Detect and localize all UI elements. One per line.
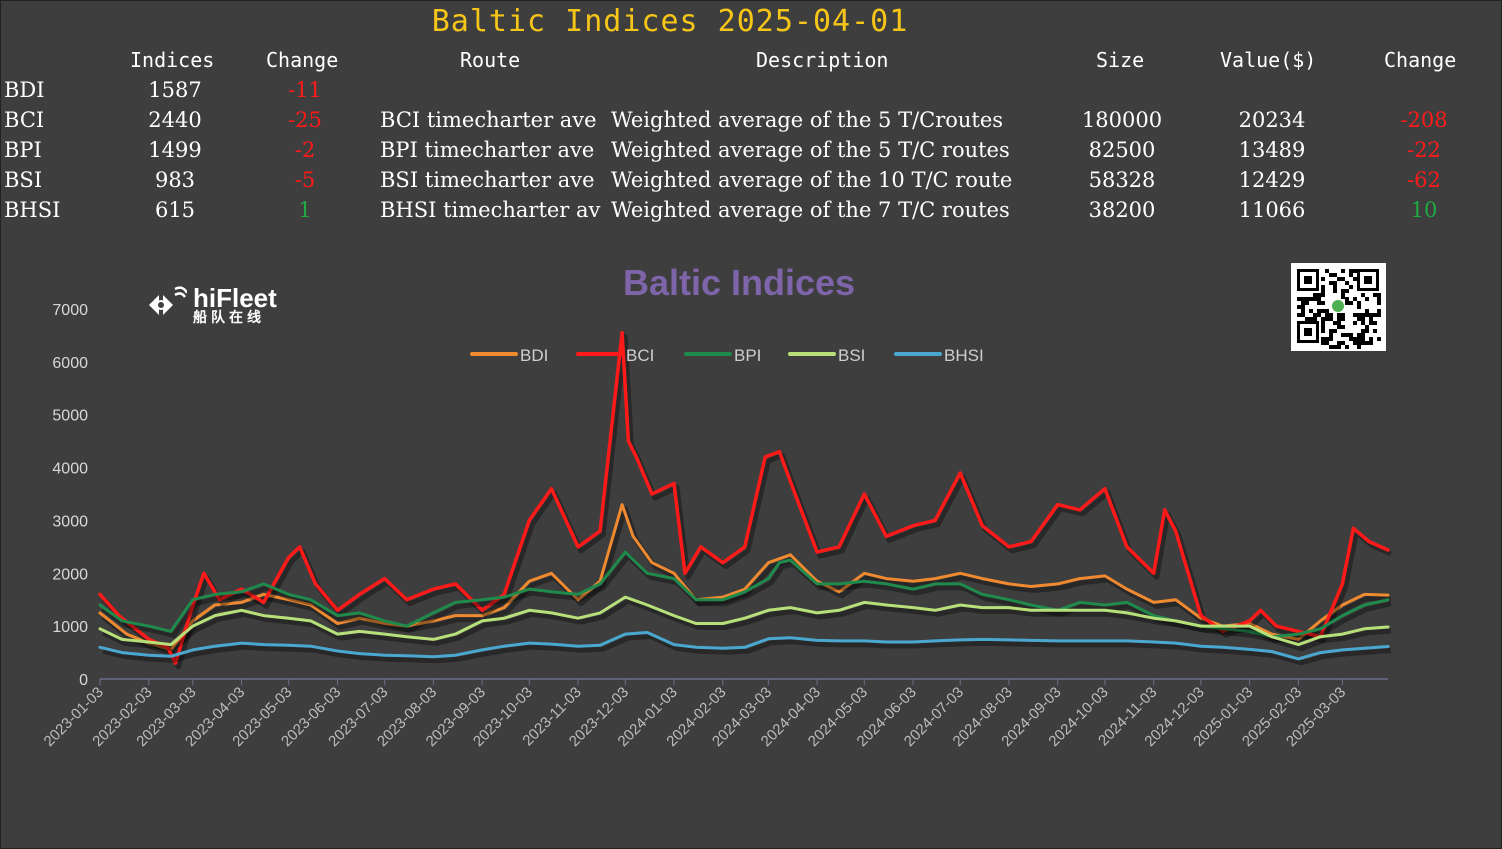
legend-label-bpi: BPI	[734, 346, 761, 365]
y-tick-label: 2000	[52, 566, 88, 583]
legend-label-bsi: BSI	[838, 346, 865, 365]
col-header-indices: Indices	[130, 48, 215, 72]
table-cell-bsi-route: BSI timecharter ave	[380, 168, 595, 192]
table-cell-bsi-description: Weighted average of the 10 T/C route	[611, 168, 1013, 192]
table-cell-bpi-value: 13489	[1238, 138, 1306, 162]
table-cell-bhsi-value-change: 10	[1410, 198, 1438, 222]
table-cell-bci-route: BCI timecharter ave	[380, 108, 597, 132]
table-cell-bsi-index: 983	[154, 168, 196, 192]
table-cell-bci-size: 180000	[1081, 108, 1163, 132]
logo-sub: 船队在线	[193, 309, 265, 325]
table-cell-bpi-change: -2	[294, 138, 316, 162]
table-cell-bhsi-index: 615	[154, 198, 196, 222]
col-header-size: Size	[1096, 48, 1145, 72]
col-header-description: Description	[756, 48, 889, 72]
legend-label-bci: BCI	[626, 346, 654, 365]
table-cell-bdi-index: 1587	[148, 78, 202, 102]
table-cell-bhsi-size: 38200	[1088, 198, 1156, 222]
series-shadow-bdi	[101, 506, 1392, 657]
table-cell-bhsi-name: BHSI	[4, 198, 61, 222]
series-line-bdi	[98, 503, 1390, 652]
table-cell-bsi-value: 12429	[1238, 168, 1306, 192]
table-cell-bci-name: BCI	[4, 108, 45, 132]
y-tick-label: 4000	[52, 461, 88, 478]
table-cell-bhsi-change: 1	[298, 198, 312, 222]
table-cell-bpi-route: BPI timecharter ave	[380, 138, 595, 162]
logo-brand: hiFleet	[193, 283, 277, 313]
table-cell-bpi-index: 1499	[148, 138, 202, 162]
table-cell-bsi-name: BSI	[4, 168, 43, 192]
series-line-bci	[98, 331, 1390, 665]
y-tick-label: 0	[79, 672, 88, 689]
series-line-bsi	[98, 595, 1390, 647]
legend-label-bdi: BDI	[520, 346, 548, 365]
table-cell-bpi-name: BPI	[4, 138, 42, 162]
chart-title: Baltic Indices	[622, 262, 856, 303]
col-header-route: Route	[460, 48, 521, 72]
y-tick-label: 5000	[52, 408, 88, 425]
table-cell-bhsi-route: BHSI timecharter av	[380, 198, 601, 222]
y-tick-label: 1000	[52, 619, 88, 636]
table-cell-bdi-name: BDI	[4, 78, 45, 102]
table-cell-bhsi-value: 11066	[1238, 198, 1306, 222]
series-shadow-bsi	[101, 598, 1392, 652]
y-tick-label: 3000	[52, 513, 88, 530]
table-cell-bci-value: 20234	[1238, 108, 1306, 132]
qr-code-icon	[1291, 263, 1386, 351]
table-cell-bsi-size: 58328	[1088, 168, 1156, 192]
table-cell-bci-change: -25	[288, 108, 322, 132]
table-cell-bdi-change: -11	[288, 78, 322, 102]
y-tick-label: 6000	[52, 355, 88, 372]
hifleet-logo-icon	[149, 286, 187, 315]
series-shadow-bpi	[101, 553, 1392, 644]
table-cell-bci-value-change: -208	[1400, 108, 1448, 132]
table-cell-bci-description: Weighted average of the 5 T/Croutes	[611, 108, 1004, 132]
series-shadow-bhsi	[102, 634, 1392, 666]
table-cell-bpi-value-change: -22	[1407, 138, 1441, 162]
table-cell-bhsi-description: Weighted average of the 7 T/C routes	[611, 198, 1010, 222]
col-header-change: Change	[266, 48, 339, 72]
col-header-value-change: Change	[1384, 48, 1457, 72]
table-cell-bsi-value-change: -62	[1407, 168, 1441, 192]
table-cell-bsi-change: -5	[294, 168, 316, 192]
col-header-value: Value($)	[1220, 48, 1317, 72]
table-cell-bci-index: 2440	[148, 108, 202, 132]
series-line-bhsi	[98, 631, 1390, 661]
table-cell-bpi-size: 82500	[1088, 138, 1156, 162]
page-title: Baltic Indices 2025-04-01	[431, 4, 909, 39]
table-cell-bpi-description: Weighted average of the 5 T/C routes	[611, 138, 1010, 162]
y-tick-label: 7000	[52, 302, 88, 319]
legend-label-bhsi: BHSI	[944, 346, 984, 365]
